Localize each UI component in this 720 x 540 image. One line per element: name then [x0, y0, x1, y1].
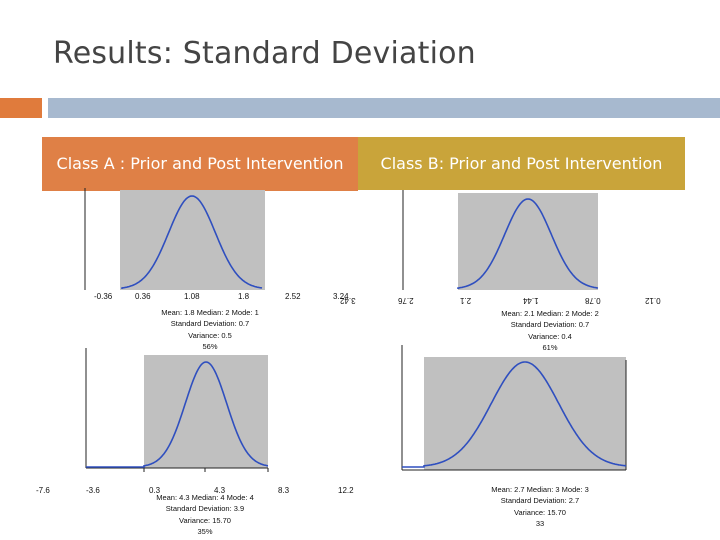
- tick-a-prior-1: -0.36: [94, 292, 113, 301]
- tick-a-post-label-4: 4.3: [214, 486, 226, 495]
- tick-a-prior-6: 3.24: [333, 292, 349, 301]
- accent-bar-blue: [48, 98, 720, 118]
- stats-b-prior-line-2: Standard Deviation: 0.7: [510, 320, 590, 330]
- accent-bar-orange: [0, 98, 42, 118]
- stats-b-post: Mean: 2.7 Median: 3 Mode: 3 Standard Dev…: [470, 484, 610, 529]
- stats-a-prior-line-2: Standard Deviation: 0.7: [170, 319, 250, 329]
- plot-area-b-post: [424, 357, 626, 470]
- curve-a-post: [86, 361, 269, 468]
- stats-b-post-line-3: Variance: 15.70: [514, 507, 566, 517]
- tick-a-post-label-6: 12.2: [338, 486, 354, 495]
- tick-a-prior-5: 2.52: [285, 292, 301, 301]
- class-a-header-text: Class A : Prior and Post Intervention: [56, 154, 344, 174]
- stats-a-post-line-1: Mean: 4.3 Median: 4 Mode: 4: [156, 493, 254, 502]
- tick-a-prior-4: 1.8: [238, 292, 250, 301]
- stats-b-post-line-1: Mean: 2.7 Median: 3 Mode: 3: [491, 485, 589, 494]
- chart-b-prior: [402, 190, 599, 290]
- stats-a-prior-line-1: Mean: 1.8 Median: 2 Mode: 1: [161, 308, 259, 317]
- tick-a-prior-2: 0.36: [135, 292, 151, 301]
- stats-b-post-line-4: 33: [535, 518, 545, 528]
- plot-area-a-prior: [120, 190, 265, 290]
- stats-a-prior-line-4: 56%: [202, 341, 218, 351]
- class-a-header: Class A : Prior and Post Intervention: [42, 137, 358, 191]
- slide-title: Results: Standard Deviation: [53, 36, 476, 71]
- tick-b-prior-2: 2.76: [398, 296, 414, 305]
- tick-b-prior-3: 2.1: [460, 296, 472, 305]
- curve-b-post: [402, 361, 627, 468]
- stats-b-post-line-2: Standard Deviation: 2.7: [500, 496, 580, 506]
- stats-a-prior-line-3: Variance: 0.5: [188, 330, 232, 340]
- tick-b-prior-1: 3.42: [340, 296, 356, 305]
- tick-a-post-label-2: -3.6: [86, 486, 100, 495]
- tick-a-post-label-5: 8.3: [278, 486, 290, 495]
- stats-a-post: Mean: 4.3 Median: 4 Mode: 4 Standard Dev…: [145, 492, 265, 537]
- stats-a-prior: Mean: 1.8 Median: 2 Mode: 1 Standard Dev…: [140, 307, 280, 352]
- stats-a-post-line-4: 35%: [197, 526, 213, 536]
- stats-b-prior-line-1: Mean: 2.1 Median: 2 Mode: 2: [501, 309, 599, 318]
- chart-b-post: [401, 345, 627, 471]
- tick-b-prior-4: 1.44: [523, 296, 539, 305]
- stats-b-prior: Mean: 2.1 Median: 2 Mode: 2 Standard Dev…: [480, 308, 620, 353]
- class-b-header-text: Class B: Prior and Post Intervention: [380, 153, 663, 173]
- plot-area-a-post: [144, 355, 268, 468]
- tick-a-post-label-3: 0.3: [149, 486, 161, 495]
- tick-a-post-label-1: -7.6: [36, 486, 50, 495]
- plot-area-b-prior: [458, 193, 598, 290]
- stats-a-post-line-3: Variance: 15.70: [179, 515, 231, 525]
- stats-b-prior-line-3: Variance: 0.4: [528, 331, 572, 341]
- stats-b-prior-line-4: 61%: [542, 342, 558, 352]
- chart-a-prior: [84, 188, 265, 290]
- stats-a-post-line-2: Standard Deviation: 3.9: [165, 504, 245, 514]
- tick-b-prior-5: 0.78: [585, 296, 601, 305]
- tick-b-prior-6: 0.12: [645, 296, 661, 305]
- class-b-header: Class B: Prior and Post Intervention: [358, 137, 685, 190]
- tick-a-prior-3: 1.08: [184, 292, 200, 301]
- curve-a-prior: [121, 195, 263, 289]
- curve-b-prior: [457, 198, 599, 289]
- chart-a-post: [85, 348, 269, 472]
